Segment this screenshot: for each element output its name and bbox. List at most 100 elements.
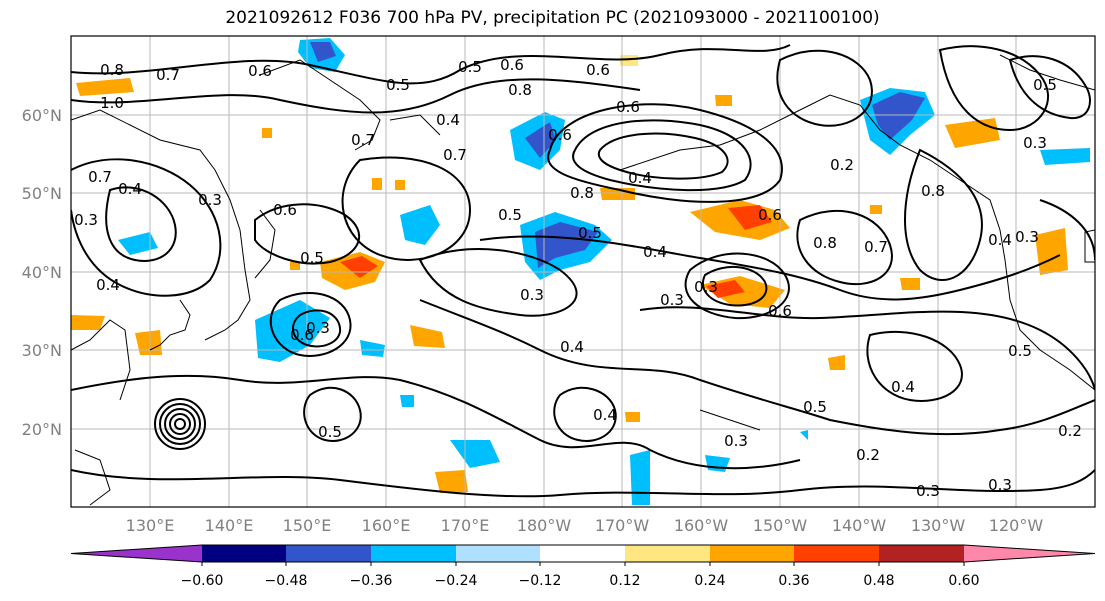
contour-label: 0.4 [891,378,915,396]
lon-label: 150°W [753,516,808,535]
colorbar-segment [456,545,540,562]
colorbar-segment [964,545,1095,562]
contour-label: 0.2 [856,446,880,464]
contour-label: 0.6 [586,61,610,79]
contour-label: 0.3 [694,278,718,296]
colorbar-tick-label: −0.48 [265,573,308,589]
contour-label: 0.5 [1008,342,1032,360]
contour-label: 0.5 [458,58,482,76]
colorbar-segment [625,545,710,562]
colorbar-tick-label: 0.12 [609,573,640,589]
colorbar-tick-label: 0.60 [948,573,979,589]
contour-label: 0.4 [988,231,1012,249]
colorbar-segment [879,545,964,562]
lon-label: 160°W [674,516,729,535]
lat-label: 30°N [22,341,62,360]
lat-label: 20°N [22,420,62,439]
contour-label: 0.5 [318,423,342,441]
lon-label: 140°W [832,516,887,535]
contour-label: 0.2 [830,156,854,174]
colorbar-tick-label: −0.36 [350,573,393,589]
contour-label: 0.3 [198,191,222,209]
contour-label: 0.4 [118,180,142,198]
page-title: 2021092612 F036 700 hPa PV, precipitatio… [225,8,880,28]
contour-label: 0.4 [436,111,460,129]
colorbar [70,544,1096,566]
lon-label: 170°W [595,516,650,535]
colorbar-tick-label: −0.12 [519,573,562,589]
contour-label: 0.7 [156,66,180,84]
colorbar-segment [794,545,879,562]
contour-label: 0.5 [1033,76,1057,94]
lon-label: 160°E [362,516,411,535]
lon-label: 140°E [205,516,254,535]
contour-label: 0.5 [498,206,522,224]
longitude-labels: 130°E 140°E 150°E 160°E 170°E 180°W 170°… [126,516,1044,535]
contour-label: 0.6 [500,56,524,74]
contour-label: 0.6 [768,302,792,320]
contour-label: 0.8 [570,184,594,202]
colorbar-tick-label: 0.48 [863,573,894,589]
contour-label: 0.8 [813,234,837,252]
contour-label: 0.5 [803,398,827,416]
lon-label: 170°E [441,516,490,535]
lon-label: 150°E [283,516,332,535]
contour-label: 0.4 [643,243,667,261]
colorbar-tick-label: −0.24 [435,573,478,589]
contour-label: 0.4 [593,406,617,424]
colorbar-segment [710,545,794,562]
contour-label: 0.5 [386,76,410,94]
contour-label: 0.4 [628,169,652,187]
contour-label: 0.5 [300,249,324,267]
map-grid [71,36,1095,507]
contour-label: 0.7 [864,238,888,256]
colorbar-ticks: −0.60 −0.48 −0.36 −0.24 −0.12 0.12 0.24 … [181,573,980,589]
pv-contours [71,44,1095,498]
contour-label: 0.3 [306,319,330,337]
contour-label: 0.2 [1058,422,1082,440]
colorbar-segment [286,545,371,562]
contour-label: 0.7 [351,131,375,149]
contour-label: 0.4 [560,338,584,356]
contour-label: 0.8 [508,81,532,99]
contour-label: 0.7 [88,168,112,186]
colorbar-segment [540,545,625,562]
contour-labels: 0.8 0.71.00.6 0.5 0.60.70.40.50.70.40.30.30… [74,56,1082,500]
contour-label: 0.6 [616,98,640,116]
lat-label: 60°N [22,106,62,125]
contour-label: 0.3 [74,211,98,229]
contour-label: 1.0 [100,94,124,112]
lon-label: 120°W [989,516,1044,535]
contour-label: 0.3 [1015,228,1039,246]
contour-label: 0.8 [100,61,124,79]
lon-label: 130°E [126,516,175,535]
lon-label: 130°W [911,516,966,535]
colorbar-tick-label: 0.36 [778,573,809,589]
contour-label: 0.6 [548,126,572,144]
contour-label: 0.4 [96,276,120,294]
contour-label: 0.3 [724,432,748,450]
colorbar-segment [202,545,286,562]
lon-label: 180°W [517,516,572,535]
map-border [70,35,1096,508]
contour-label: 0.6 [248,62,272,80]
contour-label: 0.3 [1023,134,1047,152]
coastlines [71,54,1095,506]
contour-label: 0.3 [660,291,684,309]
colorbar-segment [71,545,202,562]
latitude-labels: 60°N 50°N 40°N 30°N 20°N [22,106,62,439]
contour-label: 0.3 [988,476,1012,494]
contour-label: 0.3 [916,482,940,500]
colorbar-tick-label: −0.60 [181,573,224,589]
contour-label: 0.7 [443,146,467,164]
contour-label: 0.3 [520,286,544,304]
contour-label: 0.8 [921,182,945,200]
lat-label: 40°N [22,263,62,282]
colorbar-segment [371,545,456,562]
lat-label: 50°N [22,184,62,203]
precipitation-shading [71,38,1090,505]
contour-label: 0.6 [758,206,782,224]
colorbar-tick-label: 0.24 [694,573,725,589]
contour-label: 0.5 [578,224,602,242]
